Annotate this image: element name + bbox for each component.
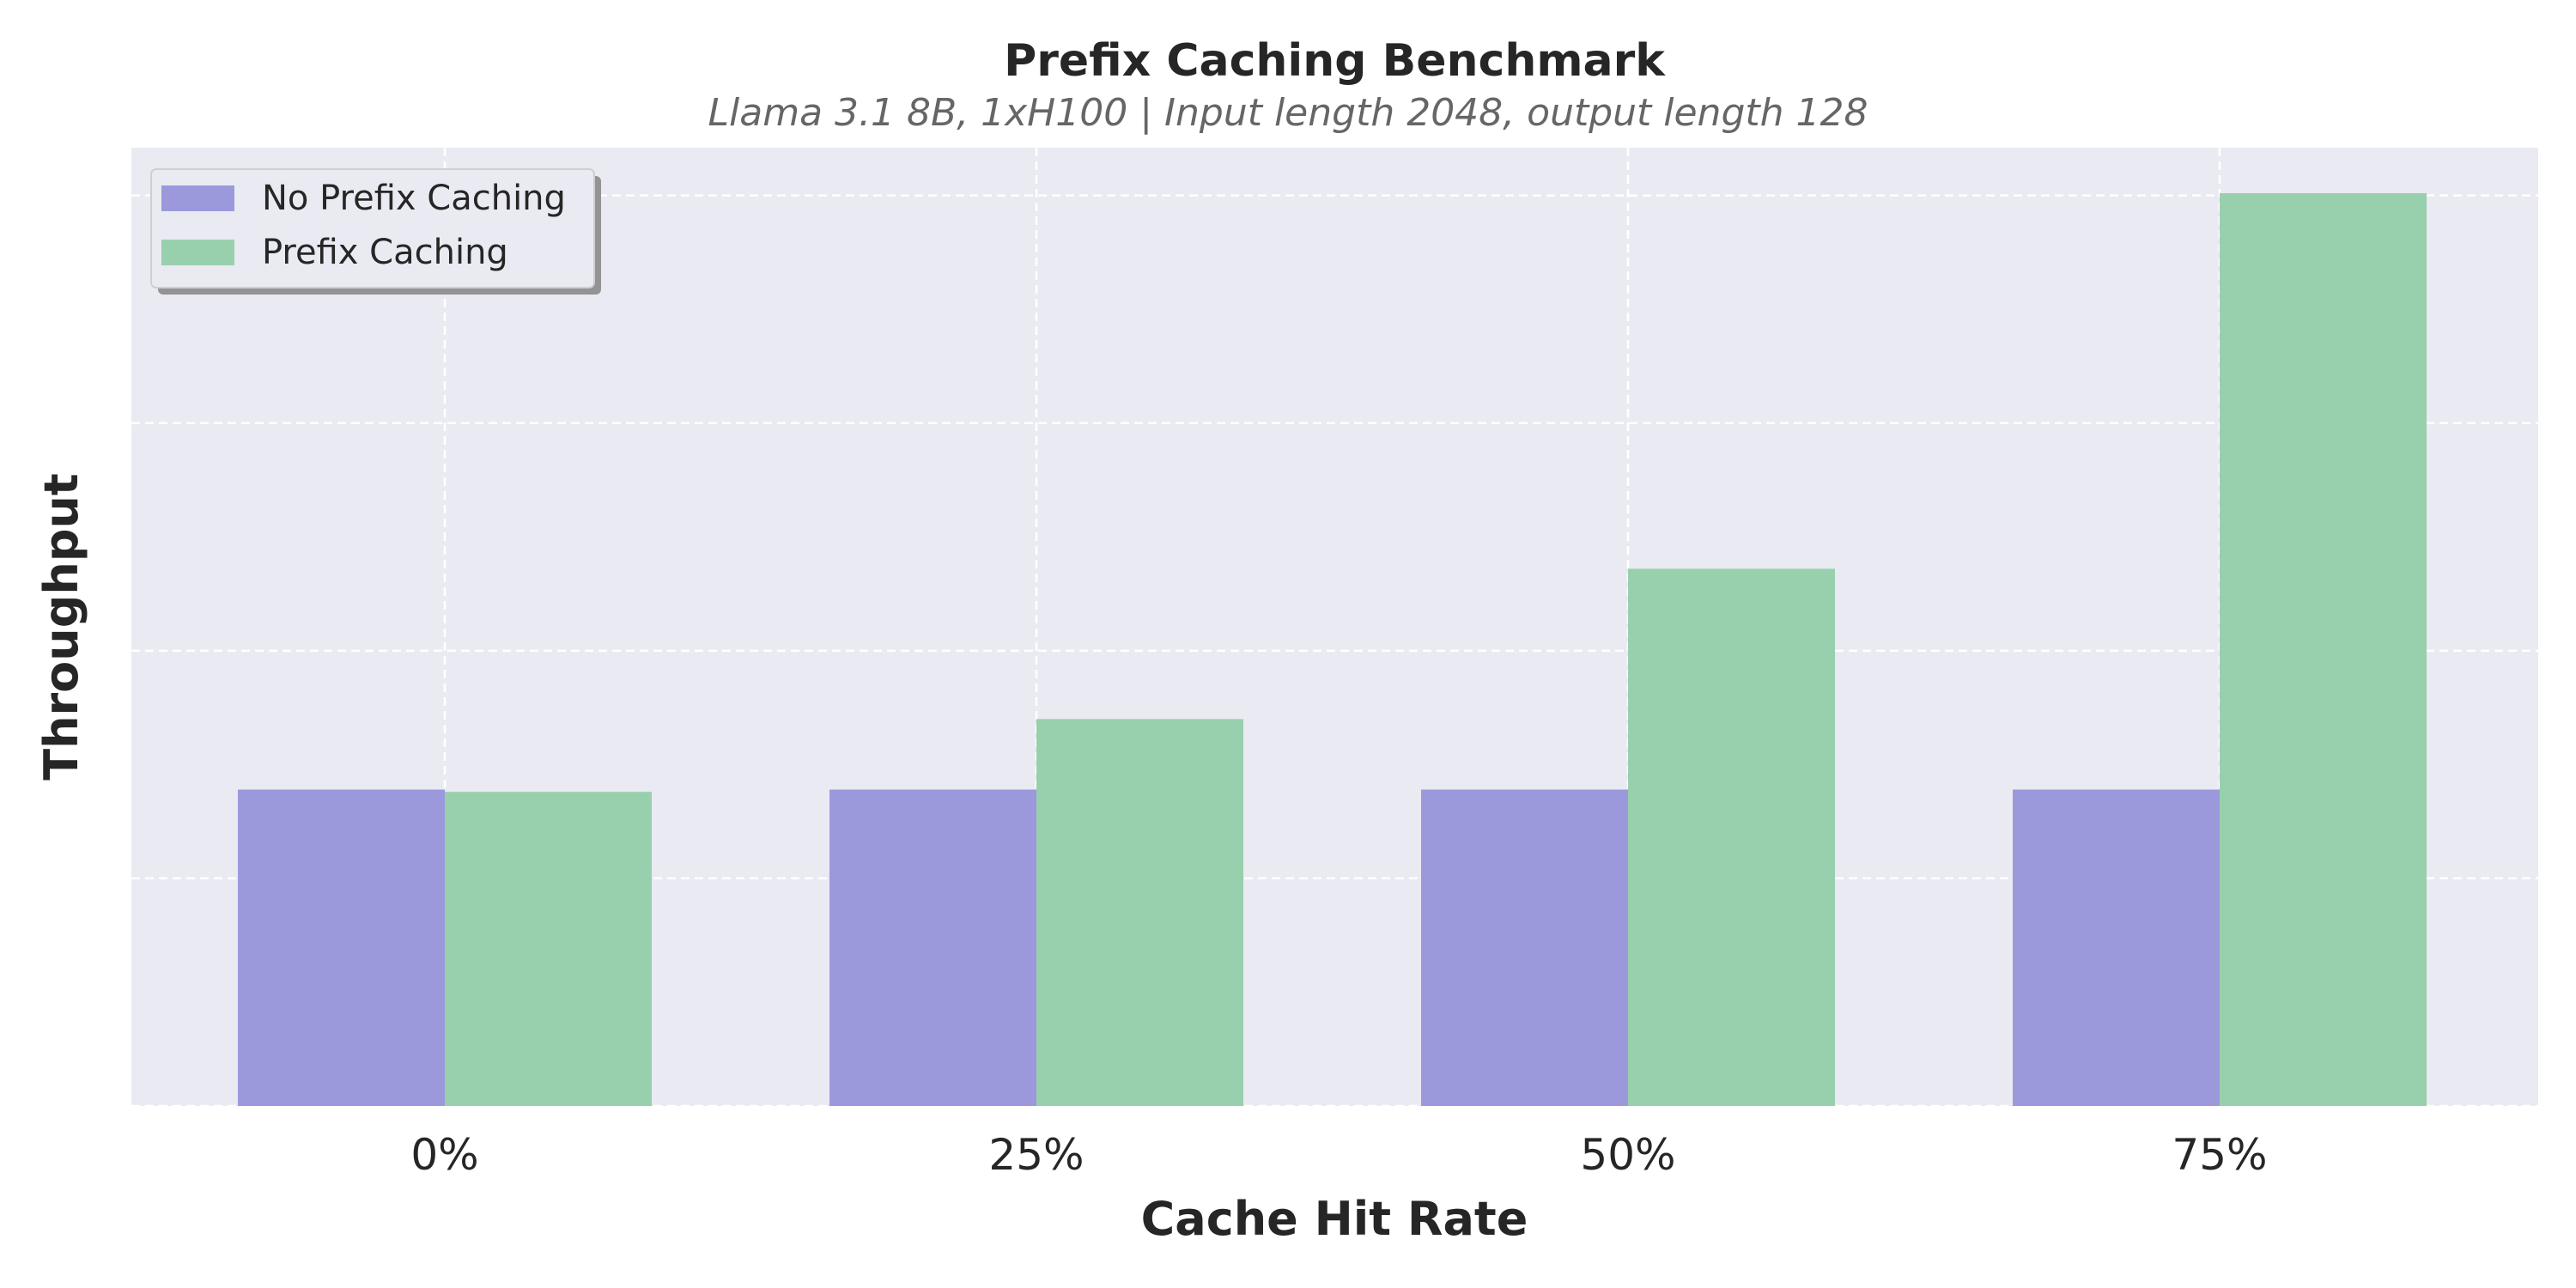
x-axis-label: Cache Hit Rate	[1141, 1192, 1528, 1246]
bar-prefix-caching-0pct	[445, 792, 652, 1106]
bar-no-prefix-caching-25pct	[829, 789, 1036, 1106]
bars	[238, 193, 2427, 1107]
bar-no-prefix-caching-75pct	[2013, 789, 2220, 1106]
legend-box	[150, 168, 595, 289]
x-tick-labels: 0% 25% 50% 75%	[410, 1130, 2267, 1180]
legend-label-no-prefix-caching: No Prefix Caching	[262, 179, 566, 218]
bar-prefix-caching-50pct	[1628, 568, 1835, 1106]
legend-swatch-no-prefix-caching	[161, 185, 234, 211]
x-tick-label: 0%	[410, 1130, 478, 1180]
bar-no-prefix-caching-50pct	[1421, 789, 1628, 1106]
chart-title: Prefix Caching Benchmark	[1004, 35, 1666, 87]
chart-subtitle: Llama 3.1 8B, 1xH100 | Input length 2048…	[708, 91, 1868, 135]
x-tick-label: 50%	[1580, 1130, 1675, 1180]
x-tick-label: 25%	[988, 1130, 1084, 1180]
legend-label-prefix-caching: Prefix Caching	[262, 233, 508, 272]
y-axis-label: Throughput	[34, 473, 88, 780]
x-tick-label: 75%	[2172, 1130, 2267, 1180]
legend-swatch-prefix-caching	[161, 240, 234, 265]
bar-no-prefix-caching-0pct	[238, 789, 445, 1106]
bar-prefix-caching-75pct	[2220, 193, 2427, 1107]
legend: No Prefix Caching Prefix Caching	[150, 168, 601, 295]
bar-prefix-caching-25pct	[1036, 719, 1243, 1106]
